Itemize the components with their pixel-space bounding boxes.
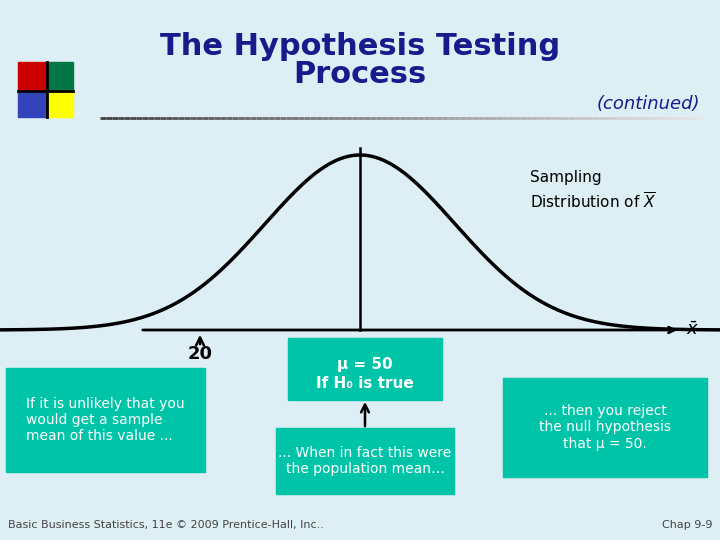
- Bar: [47, 62, 73, 91]
- FancyBboxPatch shape: [288, 338, 442, 400]
- Text: Sampling: Sampling: [530, 170, 602, 185]
- Text: 20: 20: [187, 345, 212, 363]
- FancyBboxPatch shape: [6, 368, 205, 472]
- Text: Basic Business Statistics, 11e © 2009 Prentice-Hall, Inc..: Basic Business Statistics, 11e © 2009 Pr…: [8, 520, 324, 530]
- Text: ... then you reject
the null hypothesis
that μ = 50.: ... then you reject the null hypothesis …: [539, 404, 671, 451]
- Bar: [18, 62, 47, 91]
- Text: Distribution of $\overline{X}$: Distribution of $\overline{X}$: [530, 192, 656, 212]
- Text: ... When in fact this were
the population mean…: ... When in fact this were the populatio…: [279, 446, 451, 476]
- Text: Chap 9-9: Chap 9-9: [662, 520, 712, 530]
- Text: If H₀ is true: If H₀ is true: [316, 375, 414, 390]
- Bar: [18, 91, 47, 117]
- FancyBboxPatch shape: [276, 428, 454, 494]
- Bar: [47, 91, 73, 117]
- Text: Process: Process: [293, 60, 427, 89]
- Text: If it is unlikely that you
would get a sample
mean of this value ...: If it is unlikely that you would get a s…: [26, 397, 185, 443]
- Text: μ = 50: μ = 50: [337, 357, 393, 373]
- Text: The Hypothesis Testing: The Hypothesis Testing: [160, 32, 560, 61]
- FancyBboxPatch shape: [503, 378, 707, 477]
- Text: $\bar{x}$: $\bar{x}$: [686, 321, 699, 339]
- Text: (continued): (continued): [596, 95, 700, 113]
